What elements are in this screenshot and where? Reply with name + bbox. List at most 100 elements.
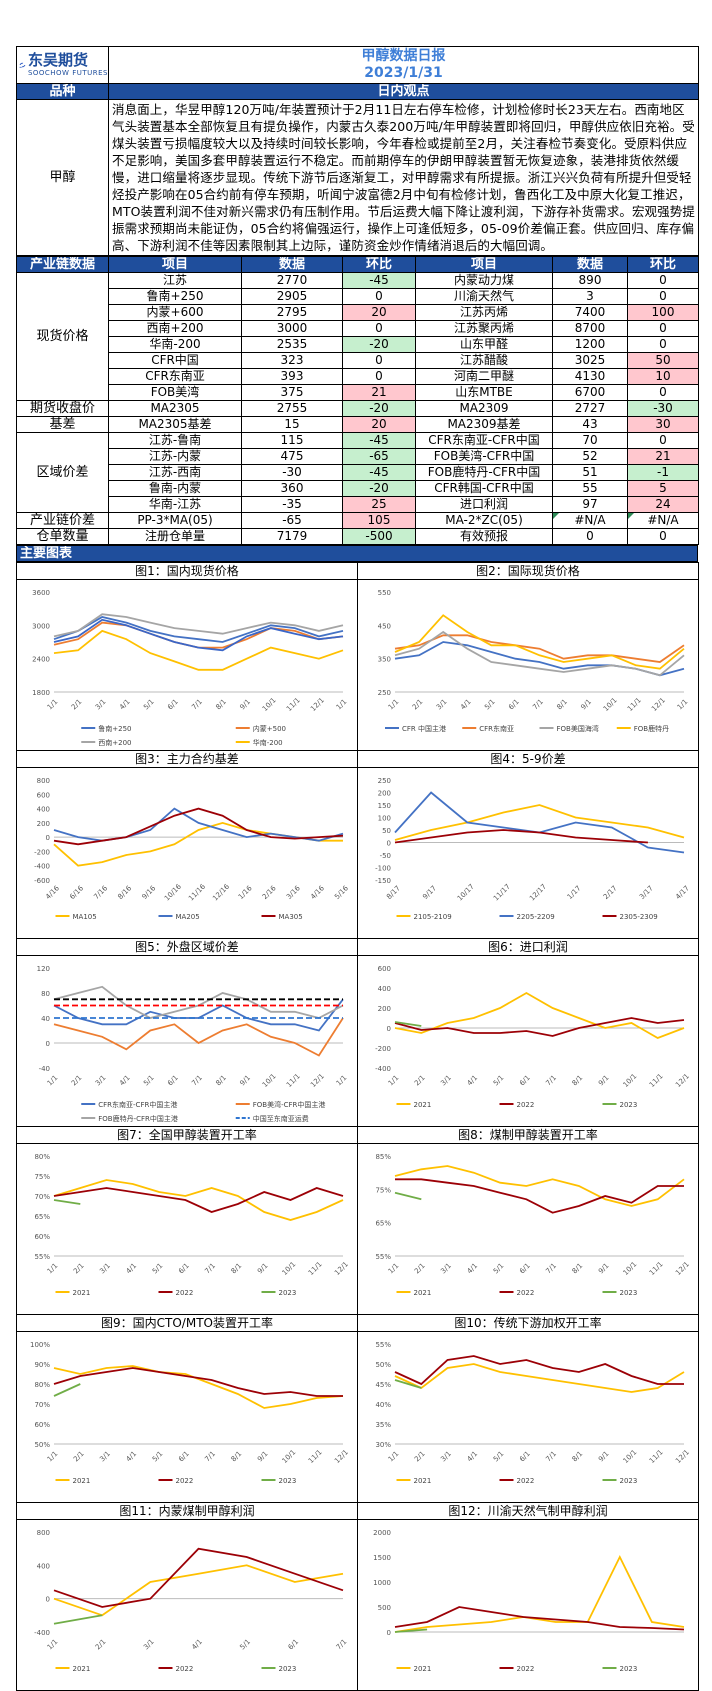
table-row: 期货收盘价 MA2305 2755 -20 MA2309 2727 -30 [17,401,699,417]
legend-label: 2023 [619,1665,637,1673]
series-line [54,999,343,1030]
cell-data-b: 51 [553,465,628,481]
chart-title: 图9：国内CTO/MTO装置开工率 [17,1315,357,1332]
x-tick-label: 10/1 [621,1072,638,1089]
x-tick-label: 11/1 [626,696,643,713]
series-line [395,1166,684,1206]
cell-change-b: 0 [628,273,699,289]
x-tick-label: 1/1 [334,698,348,712]
cell-item-a: 鲁南+250 [109,289,242,305]
cell-data-a: -35 [242,497,343,513]
y-tick-label: 40% [375,1401,391,1409]
x-tick-label: 3/1 [439,1074,453,1088]
y-tick-label: 0 [45,834,49,842]
x-tick-label: 10/1 [601,696,618,713]
chart-svg: 6004002000-200-4001/1 2/1 3/1 4/1 5/1 6/1 7/1 8… [359,956,698,1122]
cell-data-a: 323 [242,353,343,369]
cell-item-b: 江苏聚丙烯 [416,321,553,337]
x-tick-label: 10/1 [280,1448,297,1465]
chart-title: 图11：内蒙煤制甲醇利润 [17,1503,357,1520]
x-tick-label: 1/1 [675,698,689,712]
x-tick-label: 8/1 [555,698,569,712]
x-tick-label: 9/1 [596,1262,610,1276]
group-label-futures: 期货收盘价 [17,401,109,417]
x-tick-label: 6/1 [286,1638,300,1652]
report-title-cell: 甲醇数据日报 2023/1/31 [109,47,699,84]
cell-change-b: 0 [628,433,699,449]
cell-data-b: 97 [553,497,628,513]
legend-label: CFR东南亚-CFR中国主港 [98,1100,177,1109]
chart-title: 图4：5-9价差 [358,751,698,768]
x-tick-label: 2/16 [260,884,277,901]
cell-item-a: CFR中国 [109,353,242,369]
series-line [395,1356,684,1384]
series-line [395,793,684,853]
y-tick-label: 50% [34,1441,50,1449]
legend-label: 华南-200 [252,738,282,746]
series-line [395,615,684,668]
y-tick-label: -400 [375,1065,391,1073]
cell-data-b: 6700 [553,385,628,401]
y-tick-label: 600 [377,965,390,973]
cell-item-b: CFR东南亚-CFR中国 [416,433,553,449]
x-tick-label: 3/17 [638,884,655,901]
x-tick-label: 11/1 [285,696,302,713]
cell-data-b: 8700 [553,321,628,337]
y-tick-label: 70% [34,1401,50,1409]
table-row: CFR东南亚 393 0 河南二甲醚 4130 10 [17,369,699,385]
th-item-a: 项目 [109,257,242,273]
cell-item-a: PP-3*MA(05) [109,513,242,529]
table-row: 基差 MA2305基差 15 20 MA2309基差 43 30 [17,417,699,433]
legend-label: 2105-2109 [413,913,451,921]
y-tick-label: 200 [36,820,49,828]
x-tick-label: 2/1 [72,1450,86,1464]
chart-svg: 100%90%80%70%60%50%1/1 2/1 3/1 4/1 5/1 6/1 7/1… [18,1332,357,1498]
legend-label: 2021 [72,1665,90,1673]
x-tick-label: 8/1 [214,1074,228,1088]
x-tick-label: 8/1 [570,1074,584,1088]
y-tick-label: 1500 [373,1554,391,1562]
chart-svg: 85%75%65%55%1/1 2/1 3/1 4/1 5/1 6/1 7/1 8/1 9/1 1… [359,1144,698,1310]
x-tick-label: 7/1 [190,1074,204,1088]
cell-data-a: 2535 [242,337,343,353]
series-line [395,1557,684,1632]
x-tick-label: 2/1 [413,1074,427,1088]
legend-label: MA205 [175,913,199,921]
y-tick-label: 60% [34,1233,50,1241]
x-tick-label: 8/1 [570,1262,584,1276]
cell-change-a: 105 [343,513,416,529]
x-tick-label: 12/1 [650,696,667,713]
legend-label: 内蒙+500 [252,724,285,733]
chart-svg: 20001500100050002021 2022 2023 [359,1520,698,1686]
x-tick-label: 1/1 [386,1450,400,1464]
cell-data-b: 4130 [553,369,628,385]
x-tick-label: 5/16 [333,884,350,901]
x-tick-label: 11/1 [647,1072,664,1089]
y-tick-label: 150 [377,802,390,810]
x-tick-label: 12/1 [674,1448,691,1465]
view-text: 消息面上，华昱甲醇120万吨/年装置预计于2月11日左右停车检修，计划检修时长2… [109,100,699,256]
cell-item-a: 内蒙+600 [109,305,242,321]
x-tick-label: 6/1 [166,698,180,712]
cell-data-b: 52 [553,449,628,465]
y-tick-label: 35% [375,1421,391,1429]
x-tick-label: 7/1 [531,698,545,712]
x-tick-label: 4/16 [44,884,61,901]
legend-label: 中国至东南亚运费 [252,1114,308,1122]
cell-data-a: 360 [242,481,343,497]
x-tick-label: 10/1 [621,1260,638,1277]
x-tick-label: 6/1 [507,698,521,712]
table-row: 华南-江苏 -35 25 进口利润 97 24 [17,497,699,513]
legend-label: MA105 [72,913,96,921]
legend-label: 2023 [619,1101,637,1109]
chart-cell-2: 图2：国际现货价格 550 450 350 250 1/1 2/1 3/1 4/1 5/1 6/1 7… [358,563,699,751]
x-tick-label: 7/1 [334,1638,348,1652]
x-tick-label: 1/1 [45,1450,59,1464]
series-line [395,830,648,843]
group-label-chain: 产业链价差 [17,513,109,529]
cell-data-b: 890 [553,273,628,289]
legend-label: CFR东南亚 [479,724,514,733]
x-tick-label: 2/1 [72,1262,86,1276]
